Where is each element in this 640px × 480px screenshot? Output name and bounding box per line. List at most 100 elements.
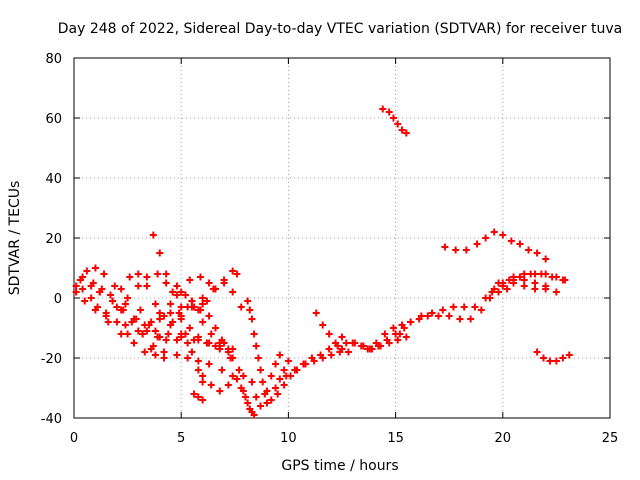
data-point bbox=[109, 297, 117, 305]
data-point bbox=[143, 327, 151, 335]
data-point bbox=[156, 333, 164, 341]
data-point bbox=[520, 282, 528, 290]
series-track-d bbox=[79, 273, 245, 392]
x-tick-label: 5 bbox=[177, 431, 185, 446]
data-point bbox=[510, 279, 518, 287]
data-point bbox=[239, 372, 247, 380]
data-point bbox=[482, 294, 490, 302]
data-point bbox=[398, 126, 406, 134]
series-track-h bbox=[124, 297, 207, 338]
data-point bbox=[267, 372, 275, 380]
data-point bbox=[102, 309, 110, 317]
data-point bbox=[389, 114, 397, 122]
data-point bbox=[499, 282, 507, 290]
data-point bbox=[308, 354, 316, 362]
data-point bbox=[220, 276, 228, 284]
data-point bbox=[357, 342, 365, 350]
data-point bbox=[166, 309, 174, 317]
series-track-z bbox=[488, 279, 560, 296]
data-point bbox=[276, 351, 284, 359]
data-point bbox=[488, 288, 496, 296]
data-point bbox=[272, 384, 280, 392]
data-point bbox=[531, 285, 539, 293]
data-point bbox=[417, 312, 425, 320]
data-point bbox=[121, 321, 129, 329]
data-point bbox=[312, 309, 320, 317]
data-point bbox=[199, 318, 207, 326]
y-tick-label: 20 bbox=[45, 232, 62, 247]
data-point bbox=[126, 273, 134, 281]
series-track-p bbox=[199, 372, 247, 395]
data-point bbox=[91, 264, 99, 272]
data-point bbox=[151, 300, 159, 308]
data-point bbox=[398, 321, 406, 329]
series-track-u bbox=[282, 333, 410, 380]
data-point bbox=[503, 285, 511, 293]
data-point bbox=[396, 330, 404, 338]
data-point bbox=[117, 285, 125, 293]
series-track-i bbox=[130, 273, 213, 347]
data-point bbox=[244, 297, 252, 305]
data-point bbox=[151, 351, 159, 359]
data-point bbox=[452, 246, 460, 254]
x-axis-label: GPS time / hours bbox=[281, 458, 398, 474]
data-point bbox=[482, 234, 490, 242]
data-point bbox=[151, 327, 159, 335]
data-point bbox=[141, 348, 149, 356]
data-point bbox=[381, 330, 389, 338]
data-point bbox=[128, 318, 136, 326]
data-point bbox=[160, 348, 168, 356]
data-point bbox=[332, 339, 340, 347]
data-point bbox=[227, 354, 235, 362]
data-point bbox=[424, 312, 432, 320]
data-point bbox=[428, 309, 436, 317]
data-point bbox=[235, 366, 243, 374]
data-point bbox=[111, 282, 119, 290]
data-point bbox=[124, 330, 132, 338]
series-track-o bbox=[188, 297, 235, 362]
data-marks bbox=[72, 105, 573, 419]
data-point bbox=[169, 288, 177, 296]
data-point bbox=[207, 381, 215, 389]
data-point bbox=[552, 357, 560, 365]
data-point bbox=[177, 303, 185, 311]
data-point bbox=[460, 303, 468, 311]
data-point bbox=[205, 312, 213, 320]
data-point bbox=[162, 336, 170, 344]
data-point bbox=[559, 354, 567, 362]
data-point bbox=[130, 339, 138, 347]
data-point bbox=[162, 270, 170, 278]
data-point bbox=[156, 249, 164, 257]
data-point bbox=[194, 357, 202, 365]
data-point bbox=[196, 306, 204, 314]
data-point bbox=[121, 300, 129, 308]
data-point bbox=[229, 267, 237, 275]
data-point bbox=[233, 270, 241, 278]
data-point bbox=[252, 393, 260, 401]
x-tick-label: 15 bbox=[387, 431, 404, 446]
data-point bbox=[565, 351, 573, 359]
data-point bbox=[379, 105, 387, 113]
data-point bbox=[194, 333, 202, 341]
data-point bbox=[383, 336, 391, 344]
data-point bbox=[338, 345, 346, 353]
series-track-e bbox=[83, 264, 232, 353]
data-point bbox=[385, 108, 393, 116]
data-point bbox=[106, 291, 114, 299]
data-point bbox=[199, 294, 207, 302]
data-point bbox=[224, 348, 232, 356]
data-point bbox=[143, 282, 151, 290]
data-point bbox=[124, 294, 132, 302]
data-point bbox=[542, 270, 550, 278]
data-point bbox=[325, 345, 333, 353]
data-point bbox=[173, 291, 181, 299]
data-point bbox=[394, 336, 402, 344]
data-point bbox=[467, 315, 475, 323]
data-point bbox=[533, 249, 541, 257]
chart-title: Day 248 of 2022, Sidereal Day-to-day VTE… bbox=[58, 21, 622, 37]
data-point bbox=[186, 324, 194, 332]
data-point bbox=[134, 327, 142, 335]
data-point bbox=[181, 330, 189, 338]
series-track-ac bbox=[441, 228, 550, 263]
data-point bbox=[280, 381, 288, 389]
